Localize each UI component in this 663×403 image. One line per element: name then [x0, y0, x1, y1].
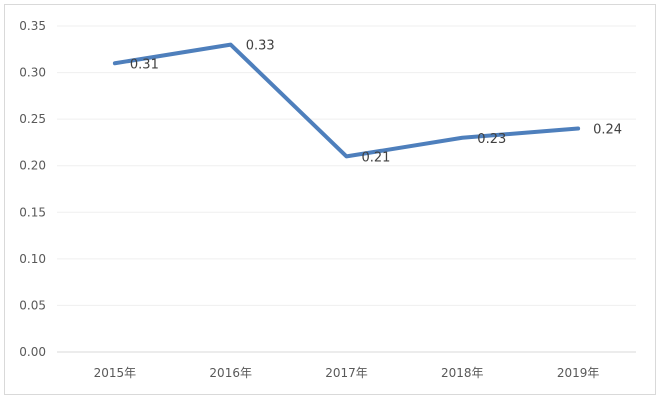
x-tick-label: 2015年	[94, 366, 137, 380]
y-tick-label: 0.20	[19, 159, 46, 173]
series-layer	[112, 42, 581, 159]
y-axis-ticks: 0.00 0.05 0.10 0.15 0.20 0.25 0.30 0.35	[19, 19, 46, 359]
series-line	[112, 42, 581, 159]
x-tick-label: 2018年	[441, 366, 484, 380]
x-tick-label: 2016年	[209, 366, 252, 380]
y-tick-label: 0.25	[19, 112, 46, 126]
y-tick-label: 0.15	[19, 205, 46, 219]
x-tick-label: 2017年	[325, 366, 368, 380]
y-tick-label: 0.00	[19, 345, 46, 359]
chart-frame	[4, 4, 656, 395]
x-axis-ticks: 2015年 2016年 2017年 2018年 2019年	[94, 366, 600, 380]
y-tick-label: 0.10	[19, 252, 46, 266]
data-labels: 0.31 0.33 0.21 0.23 0.24	[130, 39, 622, 166]
data-label: 0.33	[246, 39, 275, 54]
data-label: 0.31	[130, 57, 159, 72]
y-tick-label: 0.35	[19, 19, 46, 33]
data-label: 0.23	[477, 132, 506, 147]
y-tick-label: 0.05	[19, 298, 46, 312]
x-tick-label: 2019年	[557, 366, 600, 380]
data-label: 0.21	[362, 150, 391, 165]
y-tick-label: 0.30	[19, 66, 46, 80]
data-label: 0.24	[593, 122, 622, 137]
gridlines	[57, 25, 636, 353]
